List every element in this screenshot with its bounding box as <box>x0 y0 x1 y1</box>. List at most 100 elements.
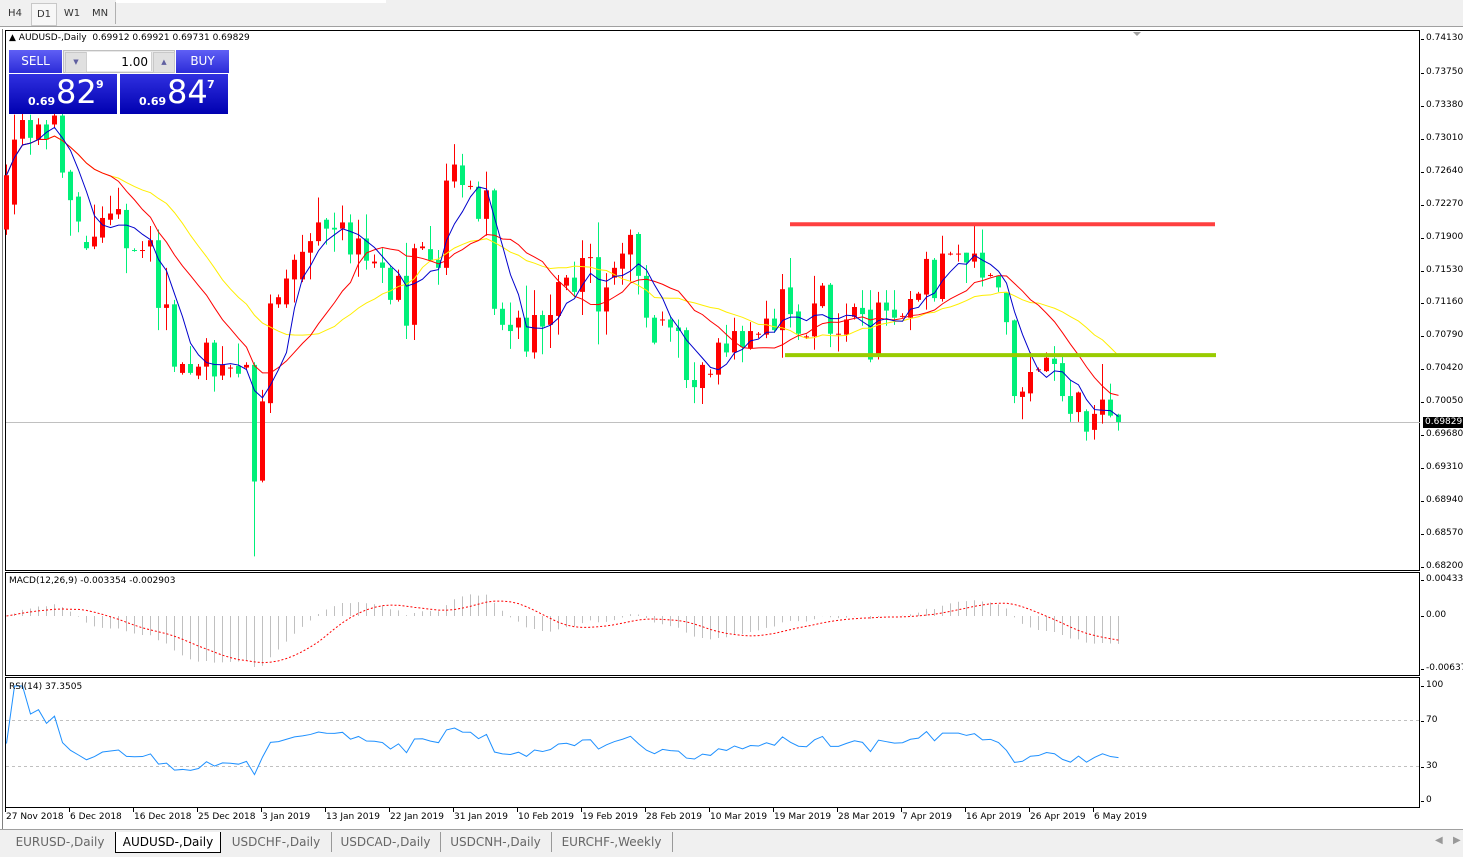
date-tick <box>133 808 134 812</box>
timeframe-mn-button[interactable]: MN <box>91 8 109 19</box>
candle-up <box>412 248 417 325</box>
timeframe-w1-button[interactable]: W1 <box>63 8 81 19</box>
ask-pips: 84 <box>167 73 208 111</box>
candle-up <box>660 319 665 321</box>
price-tick <box>1421 501 1424 503</box>
tab-usdcad-daily[interactable]: USDCAD-,Daily <box>331 832 441 852</box>
price-tick <box>1421 237 1424 239</box>
candle-down <box>84 242 89 249</box>
candle-down <box>1004 292 1009 323</box>
date-axis-label: 16 Apr 2019 <box>966 812 1022 822</box>
scroll-right-icon[interactable]: ▶ <box>1453 835 1461 846</box>
symbol-label: AUDUSD-,Daily <box>18 33 87 43</box>
collapse-triangle-icon[interactable]: ▲ <box>9 33 16 43</box>
date-tick <box>389 808 390 812</box>
candle-up <box>940 253 945 299</box>
scroll-left-icon[interactable]: ◀ <box>1435 835 1443 846</box>
candle-up <box>1100 399 1105 415</box>
date-axis-label: 16 Dec 2018 <box>134 812 192 822</box>
candle-up <box>924 258 929 295</box>
candle-down <box>404 275 409 326</box>
rsi-axis-label: 30 <box>1426 760 1438 771</box>
candle-down <box>932 259 937 299</box>
lot-increase-button[interactable]: ▲ <box>153 52 175 73</box>
date-tick <box>325 808 326 812</box>
timeframe-d1-button[interactable]: D1 <box>31 3 57 26</box>
candle-down <box>1052 358 1057 364</box>
candle-up <box>220 364 225 376</box>
candle-up <box>948 253 953 255</box>
price-axis-label: 0.71160 <box>1426 297 1463 308</box>
macd-axis-label: 0.00 <box>1426 610 1447 620</box>
price-tick <box>1421 303 1424 305</box>
candle-up <box>756 333 761 335</box>
rsi-panel[interactable] <box>5 677 1420 808</box>
macd-signal-line <box>6 600 1119 664</box>
candle-down <box>772 318 777 331</box>
rsi-axis-label: 0 <box>1426 795 1432 805</box>
ask-price-button[interactable]: 0.69 84 7 <box>120 73 228 114</box>
candle-down <box>724 343 729 353</box>
date-axis-label: 6 Dec 2018 <box>70 812 122 822</box>
date-axis-label: 31 Jan 2019 <box>454 812 508 822</box>
timeframe-h4-button[interactable]: H4 <box>8 8 22 19</box>
candle-down <box>644 275 649 318</box>
candle-down <box>156 240 161 308</box>
moving-average-line <box>6 126 1119 417</box>
date-tick <box>709 808 710 812</box>
ask-prefix: 0.69 <box>139 95 167 108</box>
price-axis-label: 0.68570 <box>1426 528 1463 539</box>
price-axis-label: 0.68940 <box>1426 495 1463 506</box>
candle-up <box>36 124 41 140</box>
price-axis-label: 0.68200 <box>1426 561 1463 571</box>
rsi-line <box>6 685 1119 776</box>
price-axis-label: 0.72270 <box>1426 198 1463 209</box>
candle-up <box>420 246 425 249</box>
candle-up <box>356 238 361 255</box>
candle-down <box>388 267 393 300</box>
tab-usdcnh-daily[interactable]: USDCNH-,Daily <box>440 832 552 852</box>
price-tick <box>1421 270 1424 272</box>
rsi-axis-label: 70 <box>1426 714 1438 725</box>
candle-down <box>476 186 481 219</box>
tab-usdchf-daily[interactable]: USDCHF-,Daily <box>221 832 332 852</box>
candle-up <box>4 175 9 230</box>
bid-price-button[interactable]: 0.69 82 9 <box>9 73 117 114</box>
ask-fraction: 7 <box>207 78 215 91</box>
candle-up <box>180 363 185 373</box>
candle-up <box>292 259 297 280</box>
macd-panel[interactable] <box>5 572 1420 676</box>
candle-down <box>964 252 969 263</box>
price-axis-label: 0.71900 <box>1426 231 1463 242</box>
candle-down <box>828 284 833 334</box>
candle-up <box>1092 413 1097 430</box>
candle-down <box>172 304 177 367</box>
date-axis-label: 10 Feb 2019 <box>518 812 575 822</box>
date-tick <box>645 808 646 812</box>
macd-title: MACD(12,26,9) -0.003354 -0.002903 <box>9 576 176 586</box>
candle-down <box>508 324 513 332</box>
candle-up <box>308 241 313 253</box>
candle-up <box>268 303 273 404</box>
candle-down <box>596 257 601 312</box>
toolbar-spacer <box>116 0 386 3</box>
tab-eurchf-weekly[interactable]: EURCHF-,Weekly <box>551 832 673 852</box>
lot-size-input[interactable] <box>86 52 152 71</box>
tab-eurusd-daily[interactable]: EURUSD-,Daily <box>5 832 116 852</box>
current-price-label: 0.69829 <box>1423 416 1463 428</box>
moving-average-line <box>6 135 1119 396</box>
candle-down <box>572 277 577 292</box>
candle-down <box>996 275 1001 288</box>
main-chart-panel[interactable] <box>5 30 1420 571</box>
candle-up <box>604 287 609 312</box>
tab-audusd-daily[interactable]: AUDUSD-,Daily <box>115 832 221 853</box>
sell-button[interactable]: SELL <box>9 50 62 73</box>
lot-decrease-button[interactable]: ▼ <box>65 52 87 73</box>
candle-down <box>796 311 801 334</box>
buy-button[interactable]: BUY <box>176 50 229 73</box>
candle-up <box>140 250 145 252</box>
date-tick <box>581 808 582 812</box>
candle-up <box>836 333 841 335</box>
moving-average-line <box>6 135 1119 356</box>
candle-up <box>844 319 849 335</box>
